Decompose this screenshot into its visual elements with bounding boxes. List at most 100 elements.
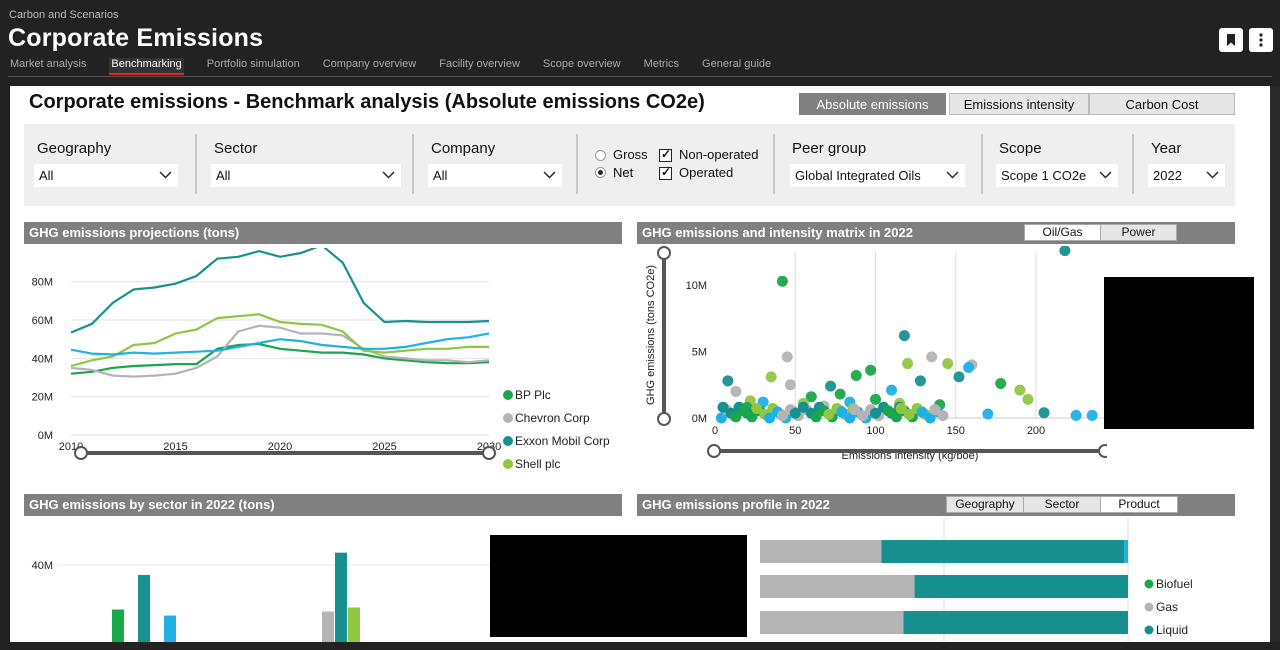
toggle-sector[interactable]: Sector xyxy=(1023,496,1101,513)
page-scrollbar[interactable] xyxy=(1270,86,1280,642)
more-vertical-icon xyxy=(1259,33,1263,47)
scatter-point xyxy=(1059,246,1071,257)
operated-label: Operated xyxy=(679,165,734,180)
x-tick-label: 50 xyxy=(789,425,801,437)
filter-divider xyxy=(195,134,197,194)
scatter-point xyxy=(1086,409,1098,421)
chevron-down-icon xyxy=(159,171,172,179)
matrix-chart: 0 50 100 150 200 0M 5M 10M GHG emissions (tons C… xyxy=(645,246,1107,462)
matrix-header: GHG emissions and intensity matrix in 20… xyxy=(637,222,1235,244)
y-tick-label: 40M xyxy=(32,560,53,572)
legend-marker xyxy=(1144,602,1154,612)
net-radio[interactable] xyxy=(595,167,606,178)
toggle-geography[interactable]: Geography xyxy=(946,496,1024,513)
profile-title: GHG emissions profile in 2022 xyxy=(642,497,830,512)
mode-carbon-cost-button[interactable]: Carbon Cost xyxy=(1089,93,1235,115)
filter-divider xyxy=(981,134,983,194)
y-tick-label: 60M xyxy=(32,315,53,327)
toggle-power[interactable]: Power xyxy=(1100,224,1177,241)
peer-group-select[interactable]: Global Integrated Oils xyxy=(790,164,965,187)
y-tick-label: 5M xyxy=(692,347,707,359)
tab-metrics[interactable]: Metrics xyxy=(643,58,680,70)
report-title: Corporate emissions - Benchmark analysis… xyxy=(29,91,705,113)
legend-label: Chevron Corp xyxy=(515,411,590,425)
profile-bar-liquid xyxy=(881,540,1125,563)
breadcrumb[interactable]: Carbon and Scenarios xyxy=(9,9,119,21)
geography-select[interactable]: All xyxy=(34,164,178,187)
y-tick-label: 0M xyxy=(692,413,707,425)
tab-market-analysis[interactable]: Market analysis xyxy=(10,58,87,70)
scatter-point xyxy=(746,411,758,423)
scatter-point xyxy=(717,401,729,413)
sector-bar xyxy=(322,611,334,642)
sector-chart: 40M xyxy=(32,552,494,642)
scope-label: Scope xyxy=(999,140,1042,157)
redacted-block xyxy=(490,535,747,637)
tab-facility-overview[interactable]: Facility overview xyxy=(439,58,520,70)
tab-portfolio-simulation[interactable]: Portfolio simulation xyxy=(206,58,300,70)
legend-marker xyxy=(503,413,513,423)
series-line xyxy=(70,248,490,334)
sector-bar xyxy=(138,575,150,642)
toggle-oil-gas[interactable]: Oil/Gas xyxy=(1024,224,1101,241)
y-tick-label: 20M xyxy=(32,392,53,404)
tab-company-overview[interactable]: Company overview xyxy=(322,58,417,70)
more-menu-button[interactable] xyxy=(1249,28,1273,52)
scatter-point xyxy=(844,412,856,424)
scatter-point xyxy=(942,358,954,370)
operated-checkbox[interactable] xyxy=(659,165,672,180)
legend-label: Shell plc xyxy=(515,457,560,471)
bookmark-button[interactable] xyxy=(1219,28,1243,52)
scatter-point xyxy=(850,370,862,382)
profile-bar-biofuel xyxy=(1124,540,1128,563)
legend-label: BP Plc xyxy=(515,388,551,402)
legend-label: Exxon Mobil Corp xyxy=(515,434,610,448)
tab-general-guide[interactable]: General guide xyxy=(702,58,772,70)
sector-select[interactable]: All xyxy=(211,164,401,187)
tab-scope-overview[interactable]: Scope overview xyxy=(542,58,621,70)
range-slider-handle xyxy=(657,412,671,426)
series-line xyxy=(70,332,490,356)
scatter-point xyxy=(890,411,902,423)
scatter-point xyxy=(870,407,881,419)
scatter-point xyxy=(865,364,877,376)
x-tick-label: 2025 xyxy=(372,441,396,453)
year-select[interactable]: 2022 xyxy=(1148,164,1225,187)
profile-bar-gas xyxy=(760,540,882,563)
range-slider-handle xyxy=(1098,444,1107,458)
company-label: Company xyxy=(431,140,496,157)
y-tick-label: 10M xyxy=(686,280,707,292)
year-value: 2022 xyxy=(1153,168,1182,183)
chevron-down-icon xyxy=(946,171,959,179)
sector-bar xyxy=(112,609,124,642)
scatter-point xyxy=(1038,407,1050,419)
sector-value: All xyxy=(216,168,231,183)
projections-header: GHG emissions projections (tons) xyxy=(24,222,622,244)
range-slider-handle xyxy=(707,444,721,458)
sector-bar xyxy=(335,552,347,642)
scatter-point xyxy=(823,408,835,420)
chevron-down-icon xyxy=(382,171,395,179)
mode-emissions-intensity-button[interactable]: Emissions intensity xyxy=(949,93,1089,115)
scatter-point xyxy=(776,275,788,287)
mode-absolute-emissions-button[interactable]: Absolute emissions xyxy=(799,93,946,115)
toggle-product[interactable]: Product xyxy=(1100,496,1178,513)
scatter-point xyxy=(810,411,822,423)
legend-marker xyxy=(503,459,513,469)
non-operated-checkbox[interactable] xyxy=(659,147,672,162)
scatter-point xyxy=(953,371,965,383)
series-line xyxy=(70,324,490,378)
scatter-point xyxy=(849,404,861,416)
gross-radio[interactable] xyxy=(595,150,606,161)
scope-select[interactable]: Scope 1 CO2e xyxy=(996,164,1118,187)
tab-benchmarking[interactable]: Benchmarking xyxy=(109,58,184,75)
chevron-down-icon xyxy=(1099,171,1112,179)
nav-divider xyxy=(8,76,1272,77)
company-select[interactable]: All xyxy=(428,164,562,187)
scatter-point xyxy=(805,391,817,403)
sector-label: Sector xyxy=(214,140,258,157)
scatter-point xyxy=(882,405,894,417)
scatter-point xyxy=(776,410,788,422)
scatter-point xyxy=(789,407,801,419)
profile-bar-gas xyxy=(760,611,904,634)
